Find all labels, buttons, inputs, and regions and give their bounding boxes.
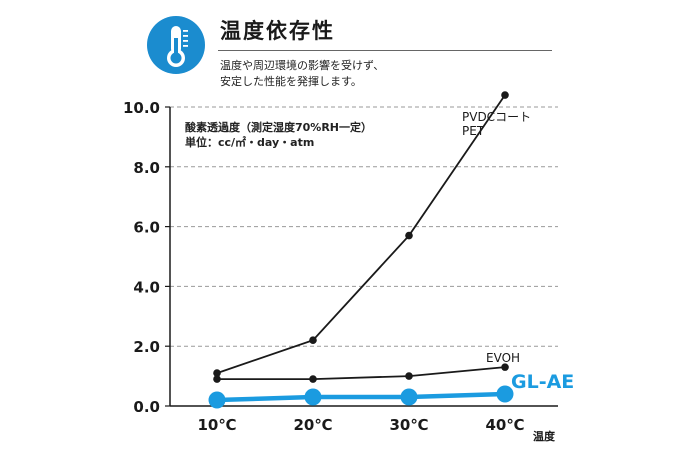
- chart-note: 酸素透過度（測定湿度70%RH一定） 単位：cc/㎡・day・atm: [185, 120, 372, 150]
- header: 温度依存性 温度や周辺環境の影響を受けず、 安定した性能を発揮します。: [0, 0, 699, 110]
- x-tick-label: 30℃: [389, 416, 428, 434]
- series-label: PVDCコート PET: [462, 110, 531, 138]
- data-point: [501, 91, 509, 99]
- series-line: [216, 94, 506, 374]
- data-point: [496, 385, 514, 403]
- y-tick-label: 2.0: [133, 338, 160, 356]
- data-point: [213, 369, 221, 377]
- x-tick-label: 20℃: [293, 416, 332, 434]
- y-tick-label: 8.0: [133, 159, 160, 177]
- data-point: [208, 391, 226, 409]
- data-point: [309, 336, 317, 345]
- series-line-group: [216, 94, 506, 374]
- y-tick-label: 0.0: [133, 398, 160, 416]
- y-tick-label: 6.0: [133, 219, 160, 237]
- series-label: GL-AE: [511, 371, 574, 393]
- note-measurement: 酸素透過度（測定湿度70%RH一定）: [185, 121, 373, 134]
- y-tick-label: 10.0: [123, 99, 160, 117]
- title-divider: [218, 50, 552, 51]
- thermometer-icon: [147, 16, 205, 74]
- data-point: [400, 388, 418, 406]
- series-line: [216, 391, 506, 403]
- data-point: [501, 363, 509, 371]
- note-unit: 単位：cc/㎡・day・atm: [185, 136, 315, 149]
- description-text: 温度や周辺環境の影響を受けず、 安定した性能を発揮します。: [220, 59, 385, 88]
- x-tick-label: 40℃: [485, 416, 524, 434]
- y-tick-label: 4.0: [133, 278, 160, 296]
- series-line-group: [217, 366, 506, 380]
- data-point: [405, 231, 413, 240]
- data-point: [405, 372, 413, 380]
- data-point: [213, 375, 221, 383]
- series-line: [217, 366, 506, 380]
- x-tick-label: 10℃: [197, 416, 236, 434]
- x-axis-label: 温度: [533, 429, 556, 443]
- data-point: [304, 388, 322, 406]
- series-label: EVOH: [486, 351, 520, 365]
- series-line-group: [216, 391, 506, 403]
- data-point: [309, 375, 317, 383]
- page-title: 温度依存性: [220, 19, 335, 43]
